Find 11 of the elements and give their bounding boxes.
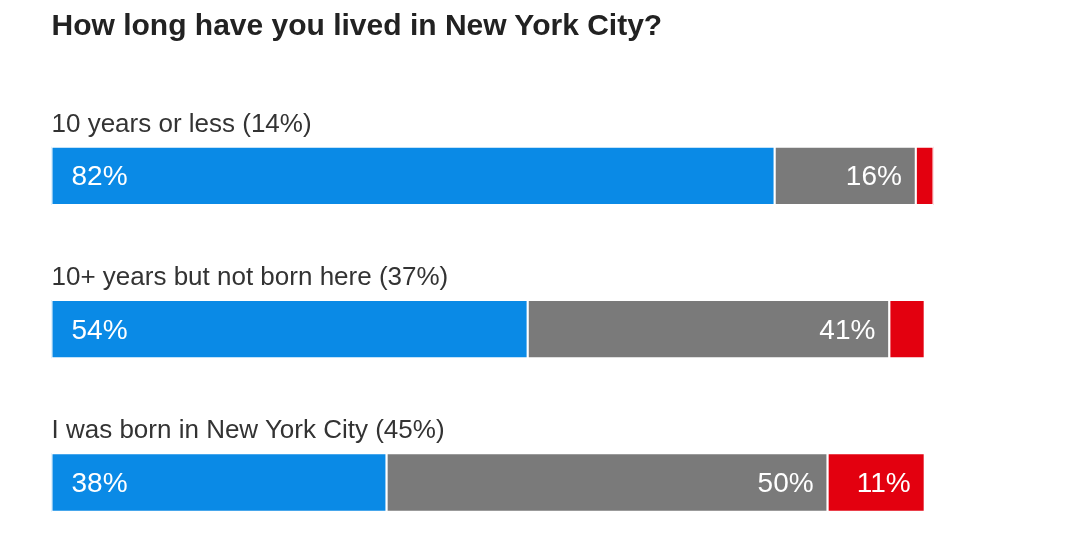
- data-label: 54%: [71, 313, 128, 345]
- y-tick-label: 10 years or less (14%): [51, 107, 312, 138]
- data-label: 50%: [757, 467, 814, 498]
- data-label: 41%: [819, 313, 876, 345]
- data-label: 82%: [71, 160, 128, 192]
- data-label: 11%: [856, 467, 911, 498]
- y-tick-label: I was born in New York City (45%): [51, 414, 445, 445]
- y-tick-label: 10+ years but not born here (37%): [51, 260, 449, 291]
- data-label: 38%: [71, 467, 128, 498]
- data-label: 16%: [845, 160, 902, 192]
- chart-title: How long have you lived in New York City?: [51, 7, 663, 41]
